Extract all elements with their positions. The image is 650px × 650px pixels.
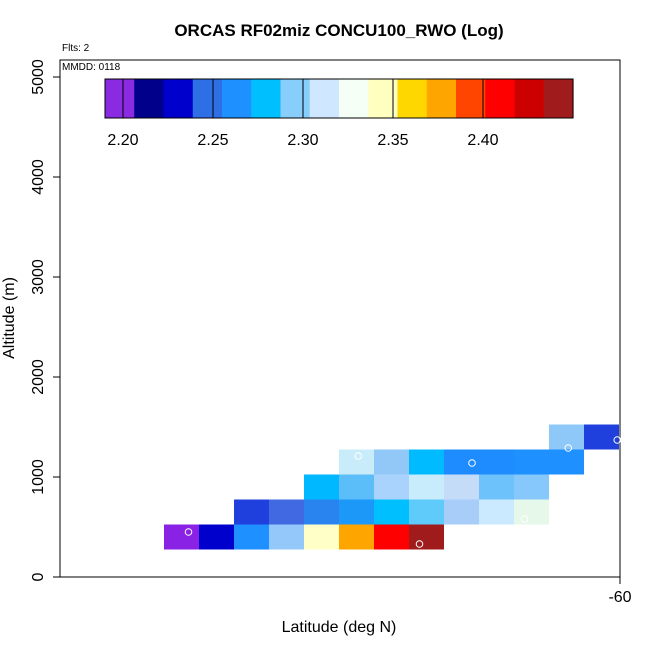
colorbar: 2.20 2.25 2.30 2.35 2.40 bbox=[104, 78, 574, 149]
heatmap-cell bbox=[269, 499, 304, 525]
x-axis-label: Latitude (deg N) bbox=[282, 619, 397, 636]
heatmap-cell bbox=[584, 424, 619, 450]
heatmap-cell bbox=[479, 474, 514, 500]
heatmap-cell bbox=[339, 524, 374, 550]
heatmap-cell bbox=[339, 499, 374, 525]
heatmap-cell bbox=[374, 474, 409, 500]
y-axis-label: Altitude (m) bbox=[1, 277, 18, 359]
chart-title: ORCAS RF02miz CONCU100_RWO (Log) bbox=[174, 21, 503, 40]
heatmap-cell bbox=[234, 499, 269, 525]
heatmap-cell bbox=[444, 474, 479, 500]
x-axis: -60 bbox=[608, 577, 632, 606]
y-tick-label: 1000 bbox=[30, 459, 47, 495]
heatmap-cell bbox=[234, 524, 269, 550]
colorbar-tick-label: 2.35 bbox=[377, 132, 408, 149]
colorbar-tick-label: 2.40 bbox=[467, 132, 498, 149]
y-tick-label: 3000 bbox=[30, 259, 47, 295]
heatmap-cell bbox=[304, 474, 339, 500]
colorbar-swatch bbox=[514, 79, 545, 118]
y-tick-label: 4000 bbox=[30, 159, 47, 195]
sample-marker bbox=[468, 459, 476, 467]
x-tick-label: -60 bbox=[608, 589, 631, 606]
colorbar-swatch bbox=[163, 79, 194, 118]
colorbar-swatch bbox=[309, 79, 340, 118]
heatmap-cell bbox=[514, 499, 549, 525]
heatmap-cell bbox=[549, 449, 584, 475]
y-axis: 0 1000 2000 3000 4000 5000 bbox=[30, 59, 61, 581]
colorbar-tick-label: 2.25 bbox=[197, 132, 228, 149]
colorbar-tick-label: 2.20 bbox=[107, 132, 138, 149]
colorbar-swatches bbox=[105, 79, 574, 118]
y-tick-label: 5000 bbox=[30, 59, 47, 95]
heatmap-cell bbox=[514, 474, 549, 500]
heatmap-cell bbox=[409, 449, 444, 475]
sample-marker bbox=[354, 452, 363, 460]
colorbar-frame bbox=[104, 78, 574, 119]
colorbar-swatch bbox=[426, 79, 457, 118]
y-tick-label: 0 bbox=[30, 572, 47, 581]
y-tick-label: 2000 bbox=[30, 359, 47, 395]
colorbar-swatch bbox=[543, 79, 574, 118]
colorbar-swatch bbox=[368, 79, 399, 118]
heatmap-cell bbox=[409, 474, 444, 500]
heatmap-cell bbox=[374, 524, 409, 550]
flights-annotation: Flts: 2 bbox=[62, 43, 90, 54]
colorbar-swatch bbox=[105, 79, 135, 118]
colorbar-tick-label: 2.30 bbox=[287, 132, 318, 149]
colorbar-swatch bbox=[222, 79, 252, 118]
heatmap-cell bbox=[514, 449, 549, 475]
heatmap-cell bbox=[409, 499, 444, 525]
heatmap-cell bbox=[374, 449, 409, 475]
colorbar-ticks: 2.20 2.25 2.30 2.35 2.40 bbox=[107, 79, 499, 149]
heatmap-cell bbox=[164, 524, 199, 550]
heatmap-cell bbox=[409, 524, 444, 550]
sample-marker bbox=[520, 515, 529, 523]
colorbar-swatch bbox=[456, 79, 486, 118]
date-annotation: MMDD: 0118 bbox=[62, 62, 121, 73]
colorbar-swatch bbox=[485, 79, 516, 118]
heatmap-cells bbox=[164, 424, 619, 550]
heatmap-cell bbox=[304, 499, 339, 525]
heatmap-cell bbox=[479, 449, 514, 475]
sample-marker bbox=[415, 540, 424, 548]
heatmap-cell bbox=[444, 449, 479, 475]
heatmap-cell bbox=[479, 499, 514, 525]
colorbar-swatch bbox=[397, 79, 428, 118]
sample-marker bbox=[613, 436, 622, 444]
colorbar-swatch bbox=[339, 79, 369, 118]
sample-marker bbox=[564, 444, 573, 452]
heatmap-cell bbox=[339, 449, 374, 475]
heatmap-cell bbox=[339, 474, 374, 500]
colorbar-swatch bbox=[192, 79, 223, 118]
colorbar-swatch bbox=[280, 79, 311, 118]
heatmap-cell bbox=[374, 499, 409, 525]
colorbar-swatch bbox=[134, 79, 165, 118]
heatmap-cell bbox=[199, 524, 234, 550]
sample-markers bbox=[184, 436, 622, 548]
heatmap-cell bbox=[269, 524, 304, 550]
heatmap-cell bbox=[444, 499, 479, 525]
sample-marker bbox=[184, 528, 193, 536]
colorbar-swatch bbox=[251, 79, 282, 118]
heatmap-cell bbox=[304, 524, 339, 550]
